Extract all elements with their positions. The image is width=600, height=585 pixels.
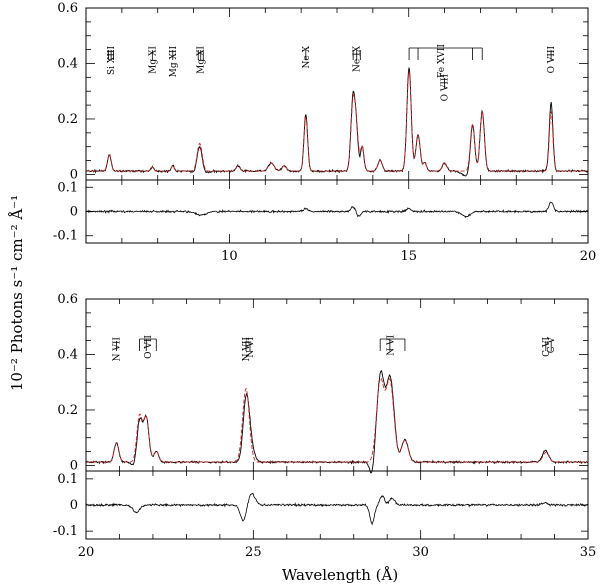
line-id-label-top: Mg XI: [197, 46, 207, 74]
line-id-label-top: O VIII: [547, 46, 557, 74]
series-data-line-top: [86, 67, 588, 177]
line-id-label-bottom: N VII: [112, 337, 122, 362]
series-model-line-top: [86, 71, 588, 172]
x-tick-label-bottom: 25: [245, 545, 262, 560]
plot-area-bottom: [86, 370, 588, 526]
res-y-tick-label-bottom: 0: [70, 498, 78, 513]
line-id-label-bottom: N VII: [242, 337, 252, 362]
x-tick-label-bottom: 20: [78, 545, 95, 560]
y-tick-label-bottom: 0.4: [57, 347, 78, 362]
line-id-label-top: Fe XVII: [437, 44, 447, 78]
line-id-label-bottom: N VI: [387, 335, 397, 356]
res-y-tick-label-bottom: -0.1: [53, 524, 78, 539]
residual-line-top: [86, 201, 588, 219]
y-tick-label-top: 0: [70, 167, 78, 182]
res-y-tick-label-bottom: 0.1: [57, 472, 78, 487]
line-id-label-bottom: N VI: [246, 337, 256, 358]
y-axis-title: 10⁻² Photons s⁻¹ cm⁻² Å⁻¹: [8, 195, 26, 391]
line-id-label-top: Mg XII: [169, 46, 179, 78]
line-id-label-top: Ne X: [302, 45, 312, 68]
series-model-line-bottom: [86, 377, 588, 463]
line-id-label-top: Si XIII: [107, 46, 117, 75]
series-data-line-bottom: [86, 370, 588, 474]
line-id-label-bottom: C V: [547, 337, 557, 354]
residual-line-bottom: [86, 492, 588, 526]
res-y-tick-label-top: 0.1: [57, 180, 78, 195]
main-frame-bottom: [85, 298, 589, 472]
y-tick-label-bottom: 0.2: [57, 403, 78, 418]
x-axis-title: Wavelength (Å): [282, 566, 398, 584]
x-tick-label-bottom: 30: [412, 545, 429, 560]
line-id-label-top: Ne IX: [353, 45, 363, 72]
y-tick-label-top: 0.2: [57, 112, 78, 127]
line-id-label-top: Mg XI: [148, 46, 158, 74]
plot-area-top: [86, 67, 588, 219]
x-tick-label-top: 10: [221, 249, 238, 264]
y-tick-label-bottom: 0: [70, 458, 78, 473]
line-id-label-top: O VIII: [441, 74, 451, 102]
res-y-tick-label-top: 0: [70, 205, 78, 220]
y-tick-label-bottom: 0.6: [57, 292, 78, 307]
y-tick-label-top: 0.6: [57, 1, 78, 16]
y-tick-label-top: 0.4: [57, 56, 78, 71]
res-y-tick-label-top: -0.1: [53, 229, 78, 244]
x-tick-label-top: 15: [400, 249, 417, 264]
main-frame-top: [85, 7, 589, 181]
line-id-label-bottom: C VI: [542, 337, 552, 357]
x-tick-label-top: 20: [580, 249, 597, 264]
line-id-label-bottom: O VII: [144, 335, 154, 359]
x-tick-label-bottom: 35: [580, 545, 597, 560]
line-ids-top: Si XIII Mg XI Mg XII Mg XI Ne X Ne IX Fe XVIIO…: [107, 44, 557, 102]
